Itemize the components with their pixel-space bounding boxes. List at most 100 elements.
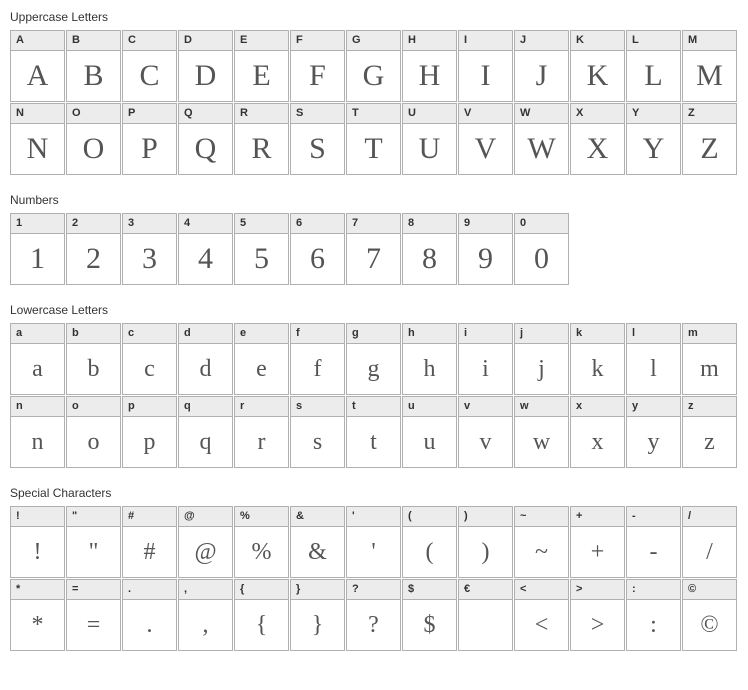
char-cell: // [682, 506, 737, 578]
char-cell: .. [122, 579, 177, 651]
char-cell: aa [10, 323, 65, 395]
char-cell: 33 [122, 213, 177, 285]
char-label: K [571, 31, 624, 51]
char-row: aabbccddeeffgghhiijjkkllmm [10, 323, 738, 395]
char-glyph: S [291, 124, 344, 174]
char-cell: ww [514, 396, 569, 468]
char-glyph: < [515, 600, 568, 650]
char-glyph: @ [179, 527, 232, 577]
char-glyph: l [627, 344, 680, 394]
char-glyph: } [291, 600, 344, 650]
char-label: W [515, 104, 568, 124]
char-cell: ,, [178, 579, 233, 651]
char-glyph: H [403, 51, 456, 101]
section-title: Numbers [10, 193, 738, 207]
char-cell: ** [10, 579, 65, 651]
char-glyph: Y [627, 124, 680, 174]
char-cell: -- [626, 506, 681, 578]
char-glyph: t [347, 417, 400, 467]
char-label: 6 [291, 214, 344, 234]
char-row: **==..,,{{}}??$$€<<>>::©© [10, 579, 738, 651]
char-label: ' [347, 507, 400, 527]
section-special-characters: Special Characters!!""##@@%%&&''(())~~++… [10, 486, 738, 651]
char-label: @ [179, 507, 232, 527]
char-glyph: 0 [515, 234, 568, 284]
char-glyph: 3 [123, 234, 176, 284]
char-cell: BB [66, 30, 121, 102]
char-cell: ll [626, 323, 681, 395]
char-cell: 99 [458, 213, 513, 285]
char-label: Z [683, 104, 736, 124]
char-label: G [347, 31, 400, 51]
char-glyph: T [347, 124, 400, 174]
char-label: p [123, 397, 176, 417]
char-glyph: s [291, 417, 344, 467]
char-cell: hh [402, 323, 457, 395]
char-cell: RR [234, 103, 289, 175]
char-label: Q [179, 104, 232, 124]
char-label: E [235, 31, 288, 51]
char-cell: << [514, 579, 569, 651]
char-glyph: n [11, 417, 64, 467]
char-label: 8 [403, 214, 456, 234]
char-cell: PP [122, 103, 177, 175]
char-label: 0 [515, 214, 568, 234]
char-label: S [291, 104, 344, 124]
char-glyph: ' [347, 527, 400, 577]
char-cell: )) [458, 506, 513, 578]
char-glyph: 1 [11, 234, 64, 284]
char-glyph: , [179, 600, 232, 650]
char-glyph: g [347, 344, 400, 394]
char-cell: 11 [10, 213, 65, 285]
char-cell: II [458, 30, 513, 102]
char-cell: cc [122, 323, 177, 395]
char-label: v [459, 397, 512, 417]
char-label: 1 [11, 214, 64, 234]
char-label: # [123, 507, 176, 527]
char-glyph: b [67, 344, 120, 394]
char-label: V [459, 104, 512, 124]
char-glyph: L [627, 51, 680, 101]
char-glyph: h [403, 344, 456, 394]
char-glyph: > [571, 600, 624, 650]
char-label: c [123, 324, 176, 344]
char-cell: € [458, 579, 513, 651]
char-glyph: f [291, 344, 344, 394]
char-label: M [683, 31, 736, 51]
char-cell: NN [10, 103, 65, 175]
char-cell: ?? [346, 579, 401, 651]
char-glyph: e [235, 344, 288, 394]
char-glyph: 6 [291, 234, 344, 284]
char-label: © [683, 580, 736, 600]
char-cell: 00 [514, 213, 569, 285]
char-cell: @@ [178, 506, 233, 578]
section-lowercase-letters: Lowercase Lettersaabbccddeeffgghhiijjkkl… [10, 303, 738, 468]
char-cell: ## [122, 506, 177, 578]
section-title: Special Characters [10, 486, 738, 500]
char-glyph: N [11, 124, 64, 174]
char-glyph: i [459, 344, 512, 394]
char-label: , [179, 580, 232, 600]
char-label: 5 [235, 214, 288, 234]
char-row: nnooppqqrrssttuuvvwwxxyyzz [10, 396, 738, 468]
char-glyph: = [67, 600, 120, 650]
char-label: g [347, 324, 400, 344]
char-cell: kk [570, 323, 625, 395]
char-label: r [235, 397, 288, 417]
char-label: T [347, 104, 400, 124]
char-label: J [515, 31, 568, 51]
char-glyph: C [123, 51, 176, 101]
char-glyph: / [683, 527, 736, 577]
char-cell: zz [682, 396, 737, 468]
char-cell: CC [122, 30, 177, 102]
char-label: X [571, 104, 624, 124]
char-label: . [123, 580, 176, 600]
char-glyph: w [515, 417, 568, 467]
char-label: I [459, 31, 512, 51]
char-label: t [347, 397, 400, 417]
char-cell: VV [458, 103, 513, 175]
char-label: q [179, 397, 232, 417]
char-glyph: " [67, 527, 120, 577]
char-glyph: v [459, 417, 512, 467]
char-cell: yy [626, 396, 681, 468]
